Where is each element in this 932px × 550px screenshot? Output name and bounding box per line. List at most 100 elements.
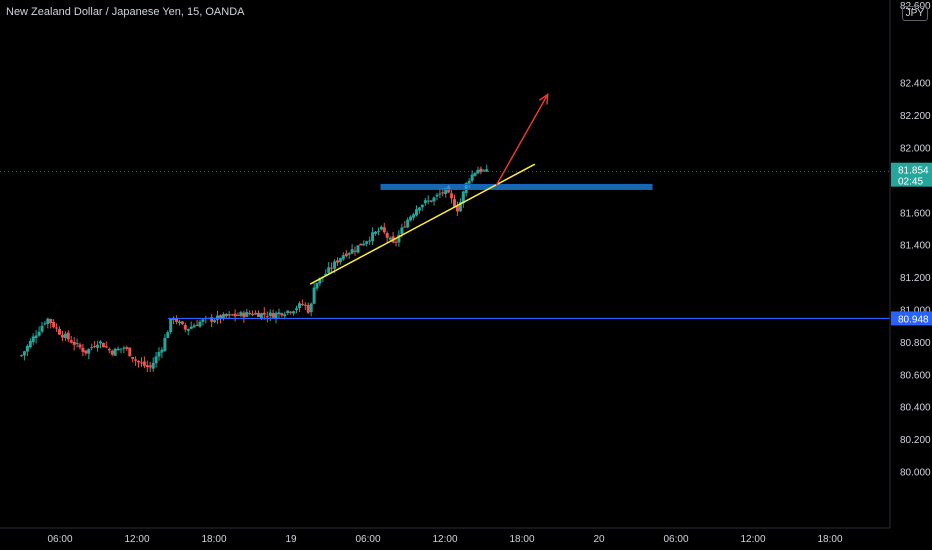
candle-body (338, 258, 342, 263)
price-label: 80.200 (900, 435, 931, 446)
candle-body (438, 193, 442, 195)
candle-body (333, 261, 337, 269)
candle-body (137, 360, 140, 363)
price-label: 82.000 (900, 144, 931, 155)
price-label: 81.000 (900, 306, 931, 317)
candle-body (230, 314, 234, 316)
candle-body (84, 350, 88, 354)
candle-body (242, 312, 246, 318)
candle-body (455, 206, 459, 212)
candle-body (485, 169, 489, 172)
candle-body (227, 314, 231, 316)
currency-badge[interactable]: JPY (901, 6, 928, 21)
candle-body (104, 346, 108, 348)
candle-body (286, 310, 290, 313)
candle-body (444, 188, 448, 194)
price-label: 80.400 (900, 403, 931, 414)
candle-body (216, 315, 219, 320)
candle-body (31, 336, 35, 343)
candle-body (125, 347, 129, 349)
candle-body (315, 282, 319, 289)
candle-body (25, 345, 29, 352)
candle-body (368, 240, 372, 242)
candle-body (336, 260, 339, 263)
candle-body (49, 319, 53, 324)
candle-body (461, 191, 465, 204)
candle-body (99, 341, 102, 344)
candle-body (277, 312, 281, 315)
candle-body (101, 343, 105, 348)
candle-body (295, 308, 298, 311)
time-axis[interactable]: 06:00 12:00 18:00 19 06:00 12:00 18:00 20 06:00 1… (47, 534, 842, 545)
candle-body (210, 317, 214, 322)
candle-body (213, 320, 217, 323)
candle-body (219, 315, 222, 320)
candle-body (43, 323, 47, 325)
candle-body (28, 341, 32, 348)
candle-body (432, 197, 436, 202)
candle-body (426, 200, 430, 202)
candle-body (55, 327, 59, 329)
candle-body (140, 362, 143, 364)
candle-body (265, 316, 269, 318)
price-label: 81.400 (900, 241, 931, 252)
time-label: 12:00 (432, 534, 457, 545)
candle-body (280, 313, 284, 316)
hline-price-value: 80.948 (898, 314, 929, 325)
candle-body (75, 342, 79, 344)
candle-body (119, 348, 123, 350)
candle-body (467, 180, 471, 184)
candle-body (458, 202, 462, 212)
time-label: 06:00 (355, 534, 380, 545)
candle-body (365, 241, 369, 244)
candle-body (473, 172, 477, 176)
time-label: 18:00 (509, 534, 534, 545)
candle-body (236, 315, 240, 317)
candle-body (175, 318, 179, 323)
price-label: 80.000 (900, 468, 931, 479)
candle-body (394, 241, 398, 243)
candle-body (262, 312, 266, 315)
candle-body (66, 332, 70, 340)
candle-body (423, 200, 427, 204)
time-label: 12:00 (740, 534, 765, 545)
price-label: 81.200 (900, 273, 931, 284)
candle-body (412, 214, 416, 218)
candle-body (435, 194, 439, 197)
candle-body (374, 231, 377, 234)
candle-body (385, 233, 389, 238)
candle-body (63, 333, 67, 338)
candle-body (131, 357, 135, 359)
candle-body (254, 312, 258, 315)
candle-body (259, 313, 263, 319)
candle-body (142, 361, 146, 366)
candle-body (245, 311, 249, 317)
candle-body (388, 237, 392, 240)
candle-body (292, 311, 296, 314)
candle-body (312, 287, 316, 304)
candle-body (34, 335, 38, 338)
candle-body (476, 170, 480, 174)
candle-body (470, 174, 474, 181)
candle-body (72, 341, 76, 345)
candle-body (151, 362, 155, 369)
candle-body (40, 325, 44, 332)
candle-body (330, 267, 334, 269)
candle-body (93, 346, 97, 348)
candle-body (233, 313, 237, 317)
time-label: 18:00 (817, 534, 842, 545)
drawings-layer[interactable] (0, 93, 890, 320)
candle-body (382, 227, 386, 233)
candle-body (350, 249, 354, 254)
candle-body (400, 227, 404, 234)
candle-body (420, 204, 424, 208)
candle-body (180, 321, 184, 325)
candle-body (353, 250, 357, 252)
candle-body (324, 273, 328, 276)
candle-body (78, 344, 82, 348)
candle-body (283, 314, 287, 317)
candle-body (107, 348, 111, 351)
price-label: 81.600 (900, 208, 931, 219)
time-label: 19 (285, 534, 297, 545)
